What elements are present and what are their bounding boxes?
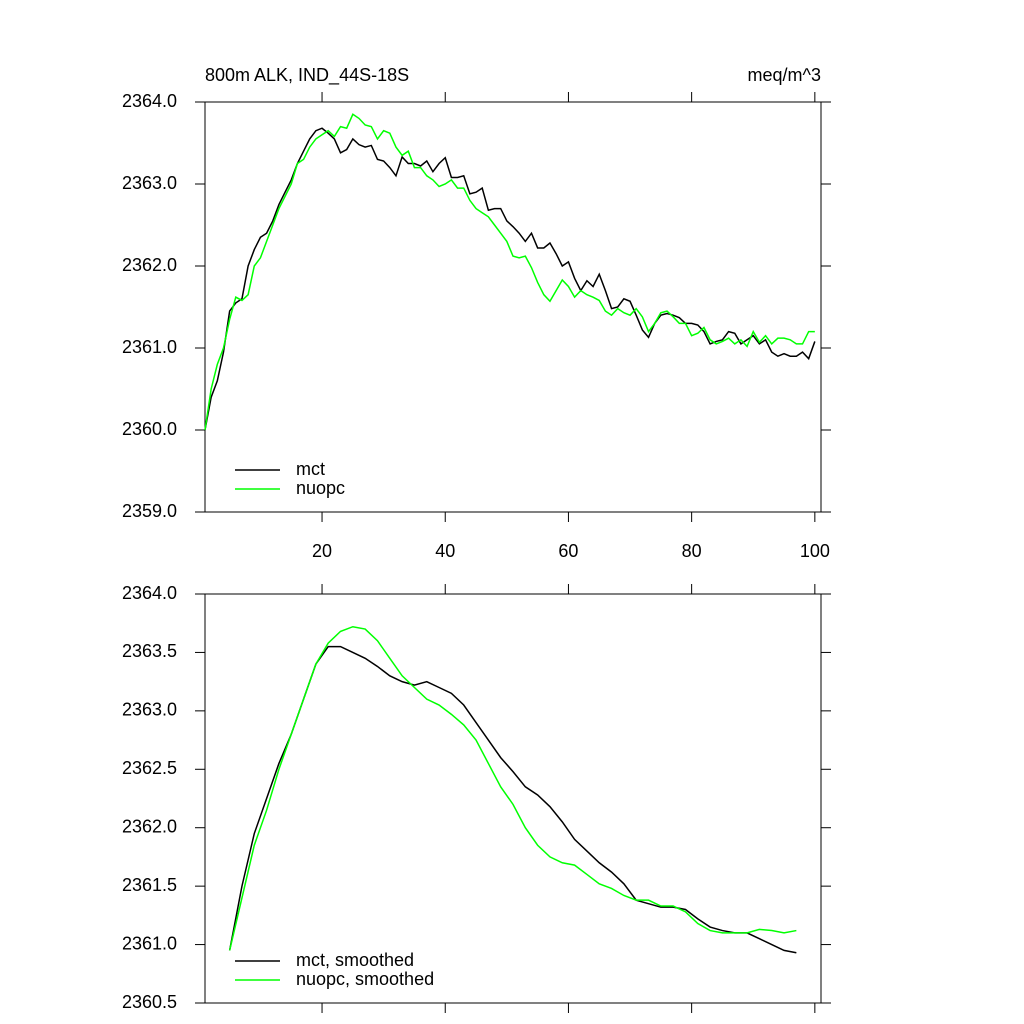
y-tick-label: 2363.5 <box>122 641 177 661</box>
units-label: meq/m^3 <box>748 65 821 85</box>
x-tick-label: 60 <box>558 541 578 561</box>
series-line <box>204 127 816 431</box>
y-tick-label: 2362.0 <box>122 816 177 836</box>
chart-title: 800m ALK, IND_44S-18S <box>205 65 409 86</box>
series-line <box>204 113 815 431</box>
legend-label: mct <box>296 459 325 479</box>
y-tick-label: 2361.0 <box>122 337 177 357</box>
legend-label: nuopc <box>296 478 345 498</box>
y-tick-label: 2363.0 <box>122 173 177 193</box>
series-line <box>228 645 797 954</box>
y-tick-label: 2364.0 <box>122 91 177 111</box>
legend-label: nuopc, smoothed <box>296 969 434 989</box>
y-tick-label: 2364.0 <box>122 583 177 603</box>
series-line <box>228 625 797 951</box>
y-tick-label: 2360.5 <box>122 992 177 1012</box>
x-tick-label: 100 <box>800 541 830 561</box>
legend-label: mct, smoothed <box>296 950 414 970</box>
y-tick-label: 2361.0 <box>122 933 177 953</box>
y-tick-label: 2360.0 <box>122 419 177 439</box>
y-tick-label: 2362.5 <box>122 758 177 778</box>
y-tick-label: 2361.5 <box>122 875 177 895</box>
y-tick-label: 2363.0 <box>122 700 177 720</box>
x-tick-label: 40 <box>435 541 455 561</box>
x-tick-label: 20 <box>312 541 332 561</box>
y-tick-label: 2359.0 <box>122 501 177 521</box>
plot-frame <box>204 593 822 1004</box>
y-tick-label: 2362.0 <box>122 255 177 275</box>
x-tick-label: 80 <box>682 541 702 561</box>
plot-frame <box>204 101 822 513</box>
